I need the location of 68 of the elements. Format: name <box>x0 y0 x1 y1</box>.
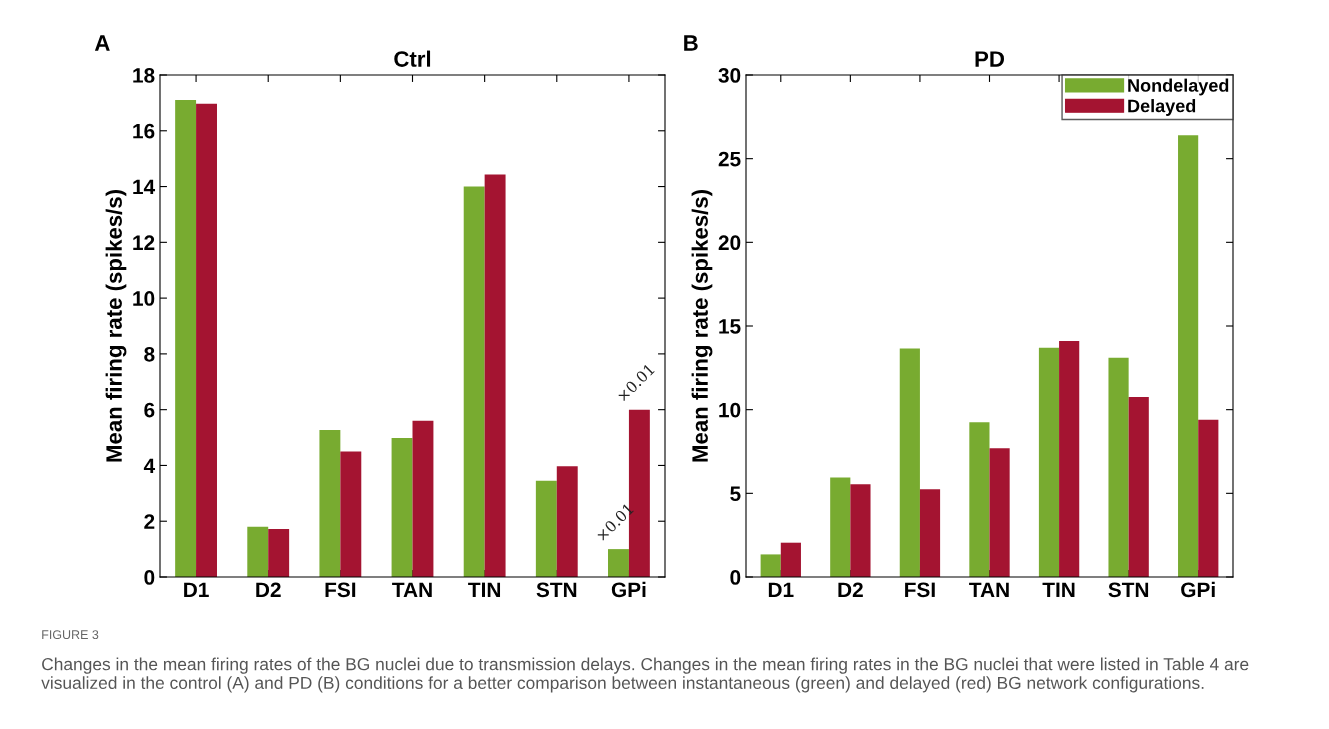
bar <box>760 554 781 577</box>
bar <box>535 480 557 577</box>
x-tick-label: GPi <box>611 581 646 598</box>
legend-label: Delayed <box>1128 99 1196 116</box>
bar <box>1128 397 1149 577</box>
y-tick-label: 10 <box>719 402 741 418</box>
bar <box>556 466 578 577</box>
x-tick-label: D1 <box>768 582 794 597</box>
text: A <box>94 35 110 51</box>
x-tick-label: FSI <box>905 582 935 598</box>
bar <box>1198 419 1219 577</box>
bar <box>412 420 434 577</box>
y-tick-label: 14 <box>133 179 156 195</box>
y-tick-label: 12 <box>133 235 155 250</box>
bar <box>830 477 851 577</box>
x-tick-label: GPi <box>1181 581 1215 598</box>
bar <box>247 526 269 577</box>
y-tick-label: 20 <box>718 235 741 251</box>
text: Changes in the mean firing rates of the BG nuclei due to transmission delays. Changes in the mean firing rates in the BG nuclei that were listed in Table 4 are visualized in the control (A) and PD (B) conditions for a better comparison between instantaneous (green) and delayed (red) BG network configurations. <box>41 657 1249 693</box>
bar <box>850 484 871 577</box>
y-tick-label: 6 <box>144 402 155 418</box>
y-tick-label: 15 <box>719 319 741 334</box>
x-tick-label: TIN <box>468 582 501 597</box>
y-tick-label: 30 <box>718 68 741 83</box>
bar <box>899 348 920 577</box>
y-tick-label: 5 <box>730 486 741 502</box>
text: B <box>684 35 698 51</box>
bar <box>1178 135 1199 577</box>
bar <box>919 489 941 577</box>
bar <box>608 549 629 577</box>
x-tick-label: TIN <box>1042 582 1075 597</box>
y-axis-title: Mean firing rate (spikes/s) <box>691 190 713 462</box>
x-tick-label: FSI <box>325 582 356 598</box>
x-tick-label: STN <box>536 582 577 598</box>
y-tick-label: 0 <box>144 570 155 585</box>
x-tick-label: D2 <box>256 582 281 597</box>
x-tick-label: D2 <box>838 582 863 597</box>
bar <box>391 438 413 577</box>
bar <box>340 451 362 577</box>
bar <box>1038 347 1060 577</box>
bar <box>319 430 341 577</box>
y-tick-label: 16 <box>133 123 155 139</box>
y-axis-title: Mean firing rate (spikes/s) <box>105 190 127 462</box>
text: Nondelayed <box>1128 78 1229 96</box>
x-tick-label: STN <box>1108 582 1149 598</box>
y-tick-label: 25 <box>718 151 741 167</box>
bar <box>1108 357 1129 577</box>
bar <box>196 103 217 577</box>
x-tick-label: TAN <box>969 582 1009 597</box>
bar <box>463 186 485 577</box>
y-tick-label: 4 <box>143 458 156 473</box>
y-tick-label: 8 <box>144 346 155 362</box>
bar <box>484 174 506 577</box>
bar <box>175 100 197 577</box>
x-tick-label: D1 <box>184 582 209 597</box>
y-tick-label: 10 <box>133 291 155 306</box>
bar <box>268 529 290 577</box>
y-tick-label: 2 <box>144 514 155 529</box>
bar <box>969 422 990 577</box>
caption: FIGURE 3 <box>42 630 99 640</box>
bar <box>989 448 1010 577</box>
bar <box>1059 341 1080 577</box>
bar <box>780 542 801 577</box>
y-tick-label: 0 <box>730 570 741 585</box>
x-tick-label: TAN <box>392 582 432 597</box>
chart-title: PD <box>975 51 1004 67</box>
y-tick-label: 18 <box>133 68 155 83</box>
chart-title: Ctrl <box>394 50 431 67</box>
